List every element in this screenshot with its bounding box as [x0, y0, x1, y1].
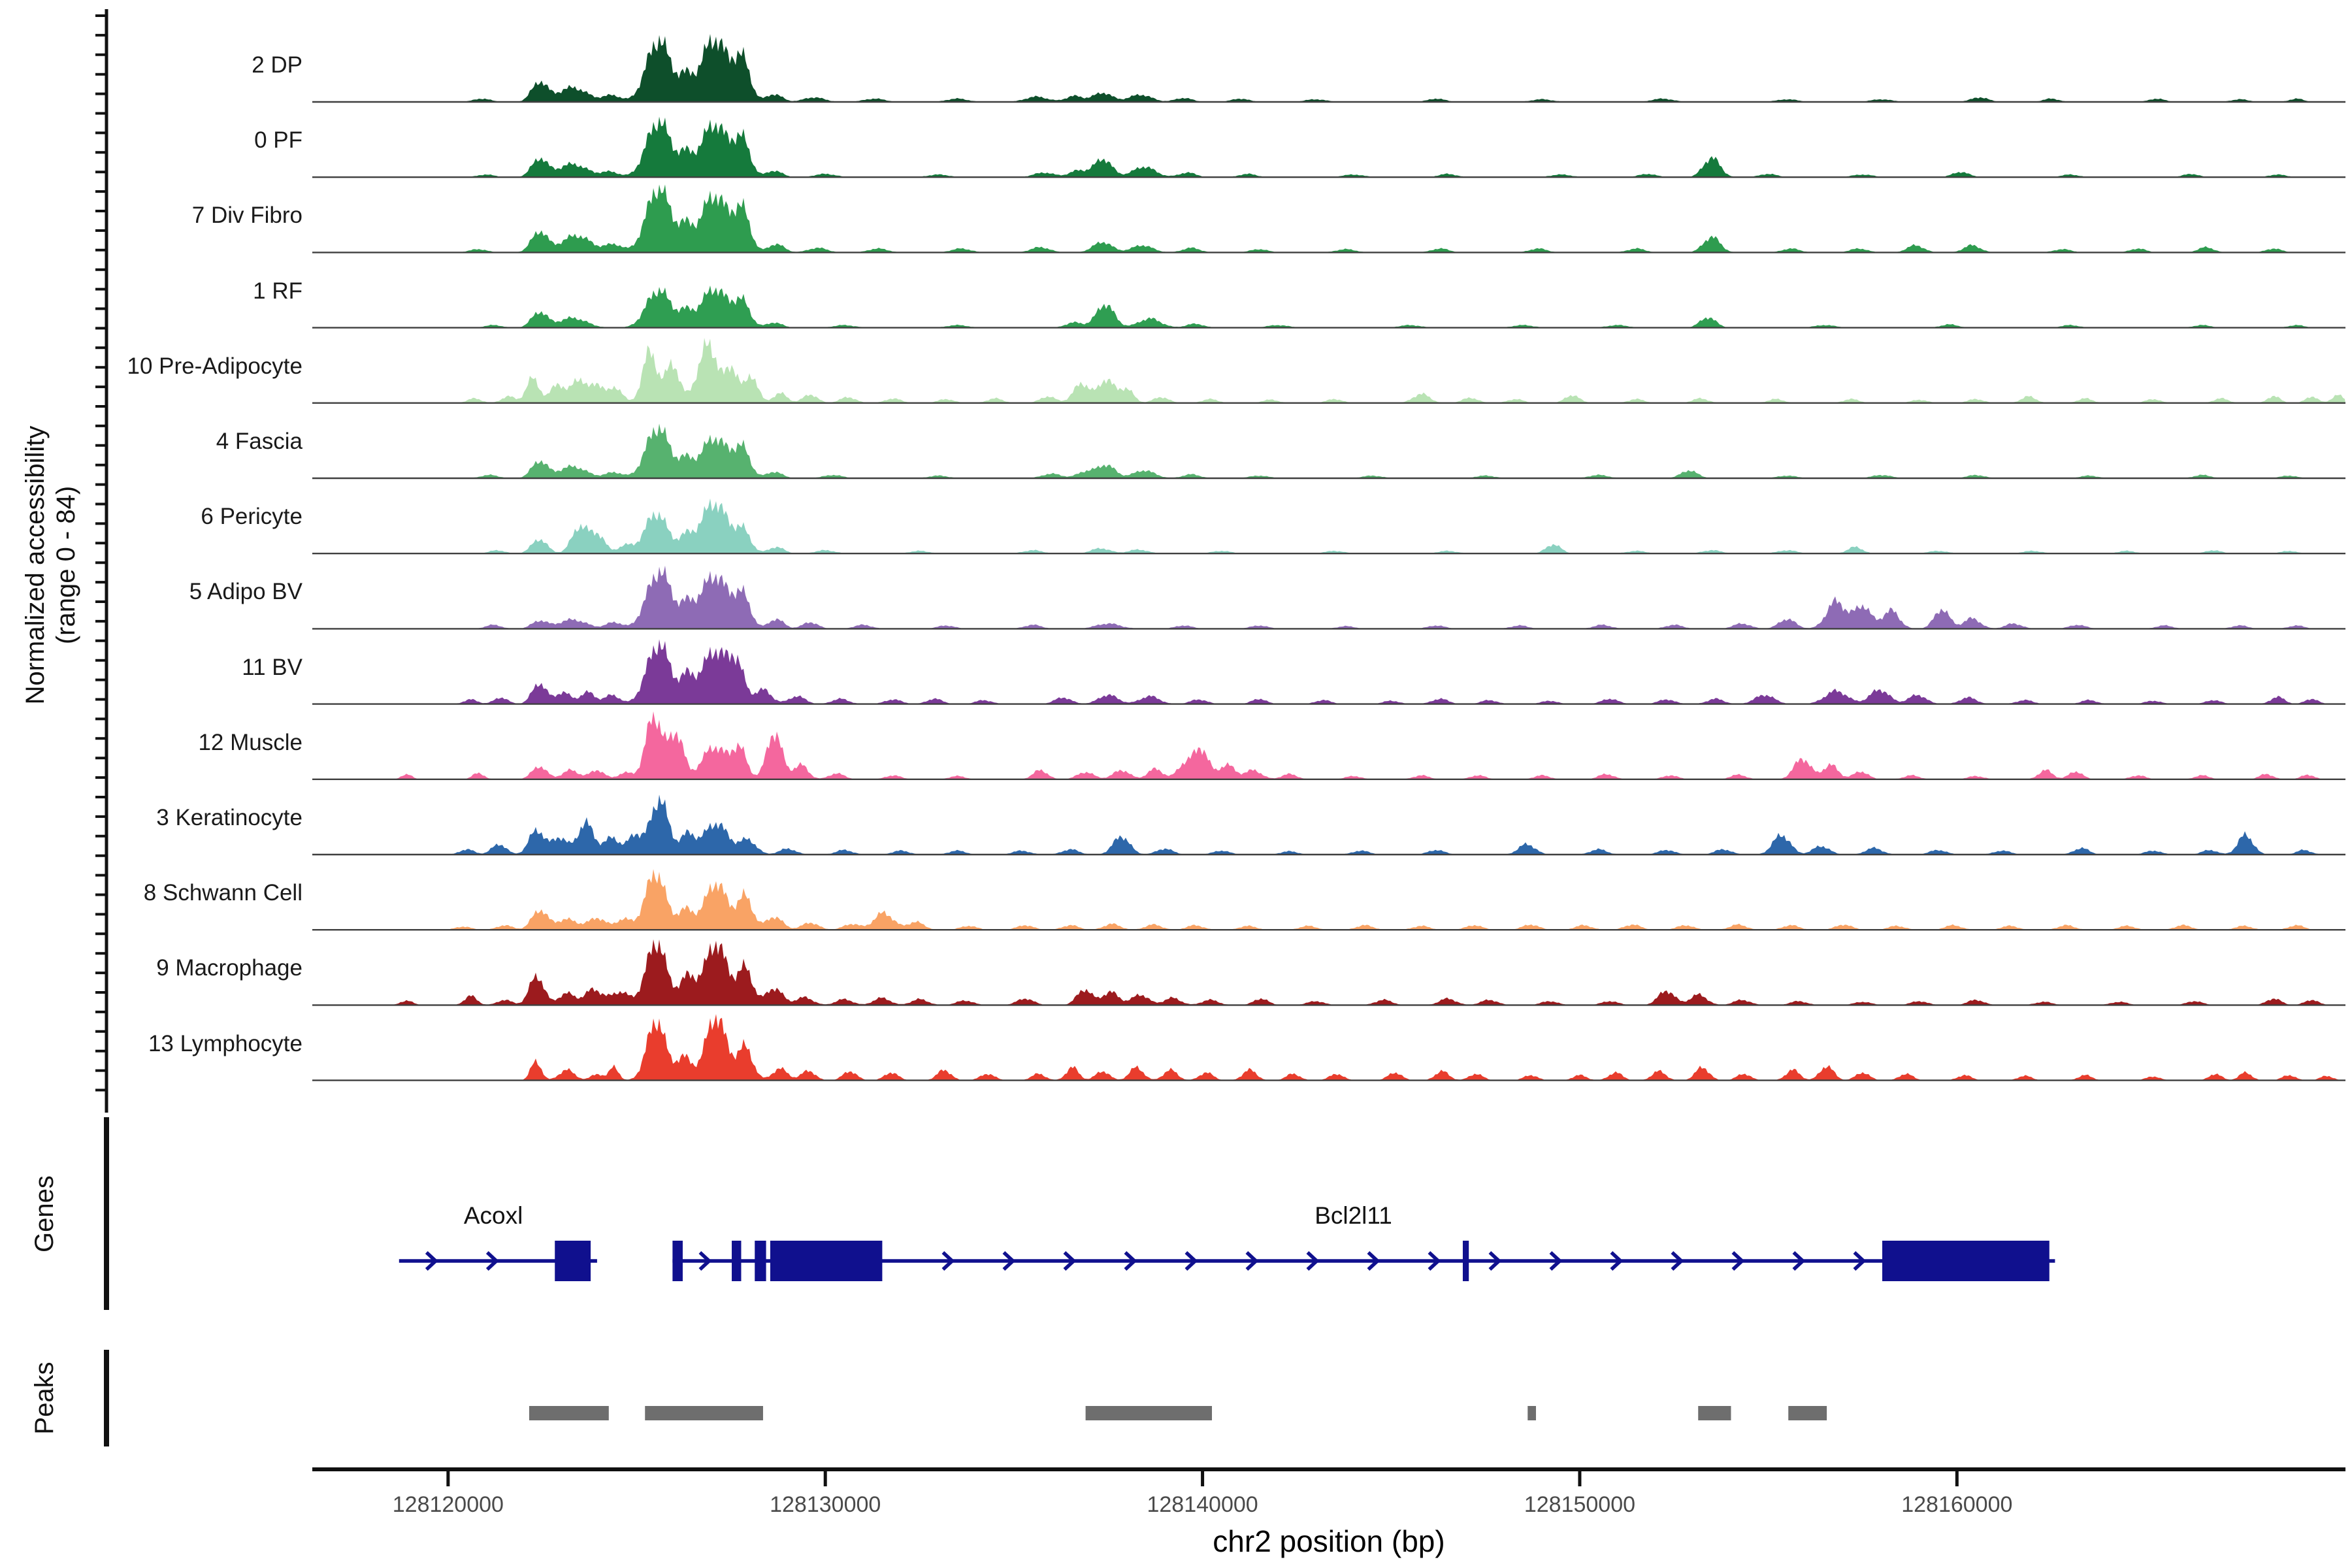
track-label: 9 Macrophage [156, 955, 302, 981]
gene-exon [1882, 1241, 2050, 1281]
peaks-axis-label: Peaks [30, 1362, 59, 1435]
track-label: 8 Schwann Cell [143, 880, 302, 906]
y-axis-title-line2: (range 0 - 84) [52, 485, 80, 645]
track-label: 2 DP [252, 52, 302, 78]
strand-arrow-icon [1549, 1250, 1563, 1271]
peak-region-bar [645, 1406, 763, 1420]
x-axis-tick-label: 128140000 [1147, 1492, 1258, 1517]
coverage-track-area [312, 711, 2345, 779]
coverage-track-area [312, 116, 2345, 178]
strand-arrow-icon [1124, 1250, 1137, 1271]
peak-region-bar [1085, 1406, 1213, 1420]
x-axis-tick-label: 128120000 [392, 1492, 504, 1517]
strand-arrow-icon [1306, 1250, 1320, 1271]
strand-arrow-icon [698, 1250, 712, 1271]
coverage-track-area [312, 184, 2345, 253]
gene-exon [755, 1241, 766, 1281]
peak-region-bar [1788, 1406, 1827, 1420]
coverage-track-area [312, 423, 2345, 478]
strand-arrow-icon [1184, 1250, 1198, 1271]
coverage-track-area [312, 34, 2345, 102]
gene-exon [672, 1241, 683, 1281]
strand-arrow-icon [941, 1250, 955, 1271]
peak-region-bar [529, 1406, 609, 1420]
strand-arrow-icon [1367, 1250, 1380, 1271]
strand-arrow-icon [1731, 1250, 1745, 1271]
track-label: 7 Div Fibro [191, 203, 302, 229]
strand-arrow-icon [1853, 1250, 1867, 1271]
gene-exon [770, 1241, 883, 1281]
coverage-track-area [312, 639, 2345, 704]
track-label: 13 Lymphocyte [148, 1030, 302, 1056]
gene-name-label: Acoxl [463, 1202, 523, 1229]
strand-arrow-icon [1488, 1250, 1502, 1271]
x-axis-tick-label: 128160000 [1901, 1492, 2013, 1517]
strand-arrow-icon [1063, 1250, 1077, 1271]
gene-exon [732, 1241, 742, 1281]
track-label: 11 BV [242, 654, 302, 680]
peak-region-bar [1527, 1406, 1536, 1420]
strand-arrow-icon [1671, 1250, 1684, 1271]
track-label: 6 Pericyte [201, 504, 302, 530]
strand-arrow-icon [1428, 1250, 1441, 1271]
coverage-track-area [312, 939, 2345, 1005]
track-label: 0 PF [254, 127, 302, 154]
track-label: 3 Keratinocyte [156, 805, 302, 830]
y-axis-title: Normalized accessibility (range 0 - 84) [20, 336, 82, 794]
strand-arrow-icon [1002, 1250, 1016, 1271]
gene-exon [555, 1241, 591, 1281]
track-label: 10 Pre-Adipocyte [127, 353, 302, 379]
coverage-track-area [312, 565, 2345, 629]
track-label: 5 Adipo BV [189, 579, 302, 605]
y-axis-title-line1: Normalized accessibility [21, 425, 50, 705]
track-label: 4 Fascia [216, 429, 302, 454]
coverage-track-area [312, 794, 2345, 855]
track-label: 1 RF [253, 278, 302, 304]
strand-arrow-icon [485, 1250, 499, 1271]
coverage-track-area [312, 498, 2345, 554]
peak-region-bar [1698, 1406, 1731, 1420]
strand-arrow-icon [1792, 1250, 1806, 1271]
x-axis-tick-label: 128150000 [1524, 1492, 1636, 1517]
x-axis-title: chr2 position (bp) [1213, 1524, 1445, 1558]
coverage-track-area [312, 1014, 2345, 1081]
gene-exon [1462, 1241, 1469, 1281]
coverage-track-area [312, 338, 2345, 403]
strand-arrow-icon [1245, 1250, 1259, 1271]
strand-arrow-icon [1610, 1250, 1624, 1271]
genes-axis-label: Genes [30, 1175, 59, 1252]
x-axis-tick-label: 128130000 [770, 1492, 881, 1517]
strand-arrow-icon [425, 1250, 438, 1271]
coverage-track-area [312, 286, 2345, 328]
gene-name-label: Bcl2l11 [1315, 1202, 1392, 1229]
track-label: 12 Muscle [198, 729, 302, 755]
coverage-track-area [312, 869, 2345, 930]
